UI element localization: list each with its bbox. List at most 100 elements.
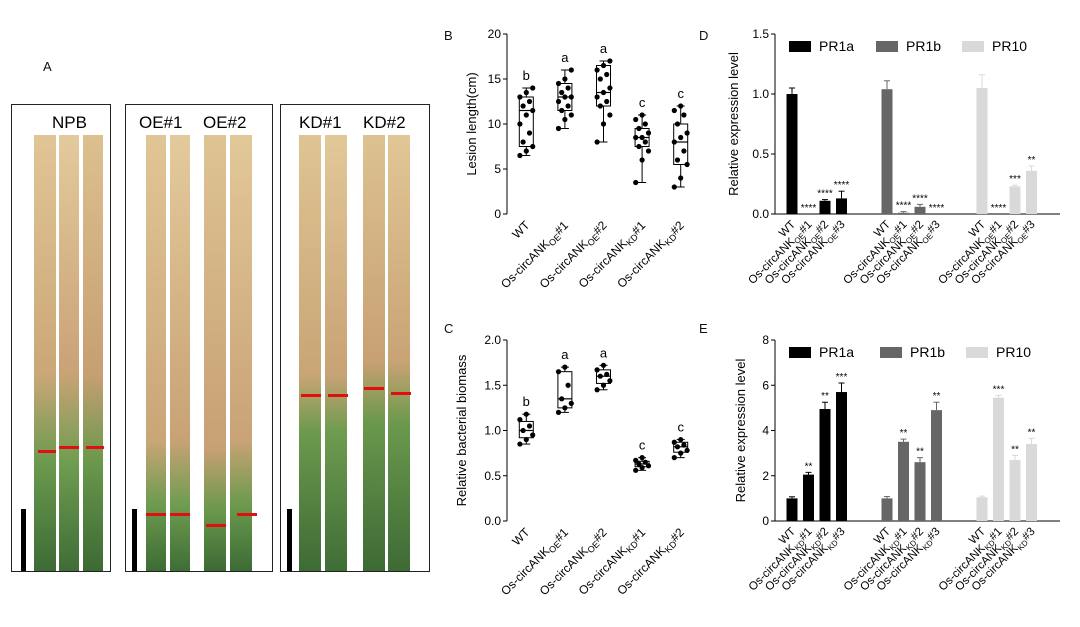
data-point (559, 89, 565, 96)
significance-stars: ** (900, 428, 908, 439)
significance-letter: c (639, 95, 646, 110)
y-tick-label: 2 (762, 469, 769, 483)
data-point (636, 143, 642, 150)
significance-letter: c (639, 438, 646, 453)
bar (819, 409, 831, 521)
data-point (555, 409, 562, 415)
legend-swatch (966, 347, 988, 358)
data-point (559, 107, 565, 114)
significance-stars: ** (1011, 444, 1019, 455)
leaf (299, 135, 321, 571)
data-point (597, 76, 603, 82)
panel-label-d: D (699, 28, 709, 43)
data-point (600, 362, 607, 368)
significance-stars: **** (991, 203, 1007, 214)
y-tick-label: 1.0 (484, 424, 501, 438)
bar (1009, 186, 1021, 214)
bar (836, 198, 847, 214)
data-point (607, 112, 613, 118)
data-point (671, 139, 677, 145)
leaf (204, 135, 226, 571)
data-point (645, 463, 652, 469)
data-point (523, 436, 529, 443)
bar (976, 88, 988, 214)
data-point (645, 130, 652, 136)
significance-stars: **** (801, 203, 817, 214)
data-point (597, 373, 603, 379)
data-point (636, 125, 642, 132)
bar (898, 212, 909, 214)
y-tick-label: 0.0 (752, 207, 769, 221)
data-point (565, 103, 571, 109)
leaf (388, 135, 410, 571)
leaf (230, 135, 252, 571)
data-point (517, 441, 523, 447)
data-point (530, 432, 536, 438)
data-point (594, 67, 600, 73)
significance-letter: b (523, 394, 530, 409)
y-tick-label: 10 (488, 117, 502, 131)
leaf (34, 135, 56, 571)
data-point (684, 447, 690, 454)
data-point (642, 121, 648, 127)
significance-letter: c (677, 86, 684, 101)
data-point (678, 436, 684, 443)
data-point (568, 94, 574, 100)
x-tick-label: Os-circANKKD#2 (614, 525, 688, 599)
data-point (678, 450, 684, 456)
data-point (517, 94, 523, 100)
leaf (59, 135, 79, 571)
data-point (674, 444, 681, 450)
data-point (671, 455, 677, 461)
y-tick-label: 0.0 (484, 514, 501, 528)
leaf (325, 135, 347, 571)
y-tick-label: 0 (494, 207, 501, 221)
leaf (170, 135, 190, 571)
lesion-mark (237, 513, 257, 516)
significance-stars: *** (836, 372, 848, 383)
legend-swatch (962, 41, 984, 52)
significance-stars: *** (993, 384, 1005, 395)
panel-label-a: A (43, 59, 52, 74)
data-point (523, 411, 529, 417)
data-point (674, 157, 681, 163)
label-kd2: KD#2 (363, 113, 406, 132)
bar (881, 89, 893, 214)
lesion-mark (86, 446, 104, 449)
photo-oe: OE#1 OE#2 (125, 104, 273, 572)
legend-label: PR10 (992, 38, 1027, 54)
bar (993, 397, 1004, 521)
data-point (568, 67, 574, 73)
data-point (594, 387, 600, 393)
lesion-mark (301, 394, 321, 397)
significance-letter: a (600, 41, 608, 56)
label-oe2: OE#2 (203, 113, 247, 132)
y-tick-label: 5 (494, 162, 501, 176)
significance-stars: **** (929, 203, 945, 214)
y-tick-label: 8 (762, 333, 769, 347)
data-point (597, 103, 603, 109)
bar (914, 206, 926, 214)
significance-letter: a (600, 345, 608, 360)
y-tick-label: 2.0 (484, 333, 501, 347)
bar (976, 497, 988, 521)
data-point (678, 103, 684, 109)
bar (1026, 444, 1037, 521)
data-point (600, 62, 607, 69)
significance-stars: ** (805, 461, 813, 472)
significance-letter: b (523, 68, 530, 83)
data-point (568, 112, 574, 118)
data-point (562, 76, 568, 82)
data-point (639, 455, 645, 461)
leaf (146, 135, 166, 571)
significance-stars: ** (916, 447, 924, 458)
y-tick-label: 1.5 (484, 378, 501, 392)
data-point (517, 417, 523, 423)
data-point (523, 89, 529, 96)
y-tick-label: 6 (762, 378, 769, 392)
data-point (562, 364, 568, 370)
y-tick-label: 0.5 (752, 147, 769, 161)
y-tick-label: 0 (762, 514, 769, 528)
data-point (684, 130, 690, 136)
legend-swatch (880, 347, 902, 358)
